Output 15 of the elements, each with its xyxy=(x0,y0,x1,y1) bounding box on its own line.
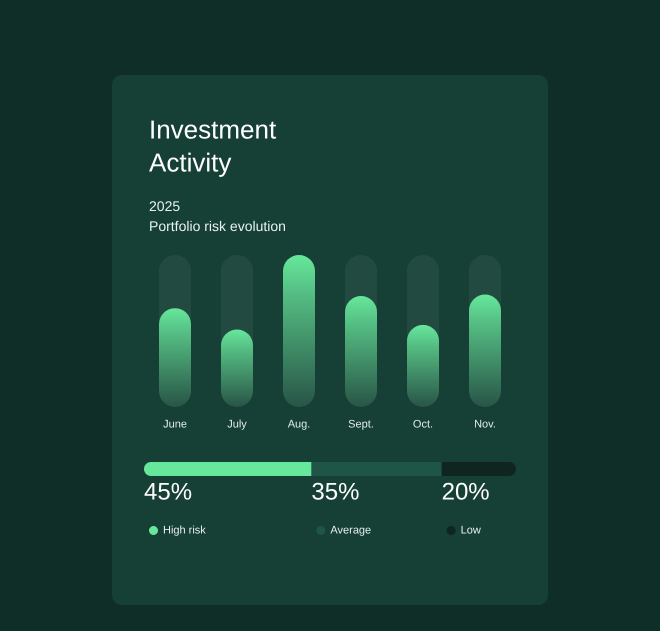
chart-title: Investment Activity xyxy=(149,114,277,178)
text: Portfolio risk evolution xyxy=(149,218,286,234)
x-tick-label: Oct. xyxy=(412,418,434,430)
x-tick-label: Nov. xyxy=(474,418,496,430)
chart-subtitle: 2025 xyxy=(149,198,180,214)
x-tick-label: June xyxy=(163,418,187,430)
legend-label: Low xyxy=(460,524,481,536)
x-tick-label: Sept. xyxy=(348,418,374,430)
legend-label: High risk xyxy=(163,524,206,536)
x-tick-label: July xyxy=(227,418,248,430)
data-label: 35% xyxy=(311,478,360,506)
legend-label: Average xyxy=(330,524,372,536)
data-label: 20% xyxy=(442,478,490,506)
x-tick-label: Aug. xyxy=(288,418,310,430)
data-label: 45% xyxy=(144,478,192,506)
